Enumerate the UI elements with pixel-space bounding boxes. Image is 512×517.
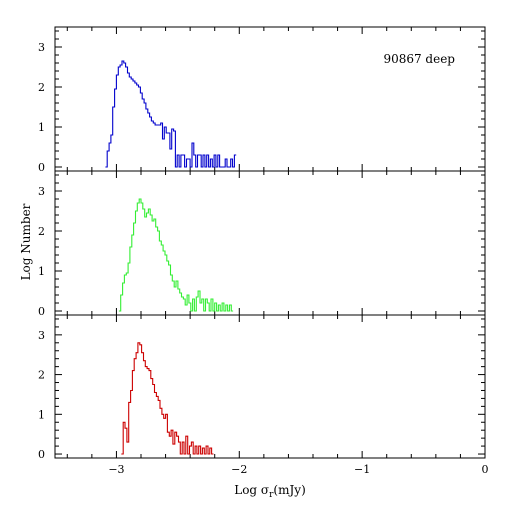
y-tick-label: 1 bbox=[38, 121, 45, 134]
y-tick-label: 3 bbox=[38, 185, 45, 198]
x-tick-label: −3 bbox=[108, 463, 124, 476]
y-tick-label: 2 bbox=[38, 369, 45, 382]
y-tick-label: 3 bbox=[38, 41, 45, 54]
panel-frame bbox=[54, 314, 486, 459]
panels-group: 0 1 2 3 90867 deep 0 1 2 3 0 1 2 3 bbox=[38, 26, 486, 461]
panel-frame bbox=[54, 170, 486, 316]
y-tick-label: 2 bbox=[38, 81, 45, 94]
y-tick-label: 1 bbox=[38, 265, 45, 278]
y-tick-label: 0 bbox=[38, 448, 45, 461]
x-tick-label: 0 bbox=[482, 463, 489, 476]
panel-top: 0 1 2 3 90867 deep bbox=[38, 26, 486, 174]
x-tick-label: −1 bbox=[354, 463, 370, 476]
histogram-line-middle bbox=[118, 198, 234, 312]
y-axis-label: Log Number bbox=[19, 203, 33, 280]
panel-bottom: 0 1 2 3 bbox=[38, 314, 486, 461]
y-tick-label: 0 bbox=[38, 161, 45, 174]
y-tick-label: 3 bbox=[38, 329, 45, 342]
y-tick-label: 0 bbox=[38, 305, 45, 318]
x-axis-label: Log σr(mJy) bbox=[234, 483, 306, 500]
histogram-line-top bbox=[105, 60, 237, 168]
x-tick-labels: −3 −2 −1 0 bbox=[108, 463, 488, 476]
x-tick-label: −2 bbox=[231, 463, 247, 476]
panel-frame bbox=[54, 26, 486, 172]
histogram-line-bottom bbox=[121, 342, 214, 455]
y-tick-label: 1 bbox=[38, 408, 45, 421]
y-tick-label: 2 bbox=[38, 225, 45, 238]
panel-annotation: 90867 deep bbox=[383, 52, 455, 66]
panel-middle: 0 1 2 3 bbox=[38, 170, 486, 318]
